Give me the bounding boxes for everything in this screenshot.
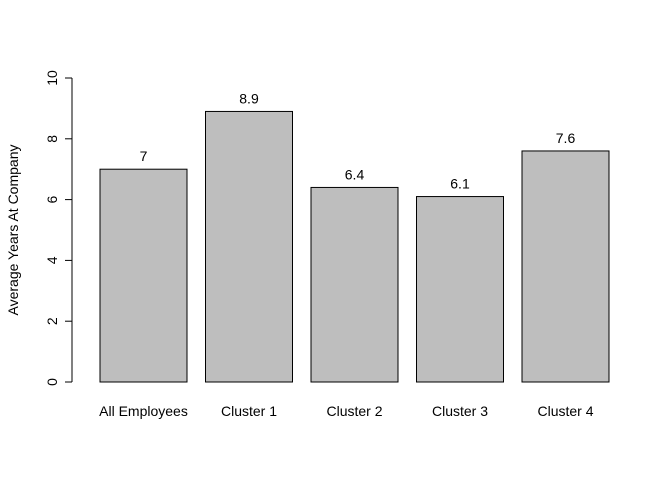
bar xyxy=(99,168,188,383)
category-label: Cluster 3 xyxy=(432,403,488,419)
value-labels: 7 8.9 6.4 6.1 7.6 xyxy=(140,90,576,191)
bar xyxy=(416,196,504,383)
bar-value-label: 7.6 xyxy=(556,130,576,146)
bar-value-label: 7 xyxy=(140,148,148,164)
bar xyxy=(521,150,610,383)
bar xyxy=(205,110,293,383)
y-tick-label: 2 xyxy=(44,317,60,325)
bars xyxy=(99,110,610,383)
category-label: Cluster 2 xyxy=(326,403,382,419)
y-tick-label: 0 xyxy=(44,378,60,386)
y-tick-label: 8 xyxy=(44,135,60,143)
y-tick-label: 4 xyxy=(44,256,60,264)
category-label: Cluster 1 xyxy=(221,403,277,419)
y-axis: 0 2 4 6 8 10 xyxy=(44,70,73,386)
bar-value-label: 6.1 xyxy=(450,176,470,192)
category-labels: All Employees Cluster 1 Cluster 2 Cluster 3… xyxy=(99,403,594,419)
category-label: All Employees xyxy=(99,403,188,419)
category-label: Cluster 4 xyxy=(537,403,593,419)
bar-value-label: 8.9 xyxy=(239,90,259,106)
bar-value-label: 6.4 xyxy=(345,166,365,182)
y-axis-title: Average Years At Company xyxy=(5,145,21,316)
bar xyxy=(310,186,399,383)
y-tick-label: 6 xyxy=(44,195,60,203)
y-tick-label: 10 xyxy=(44,70,60,86)
